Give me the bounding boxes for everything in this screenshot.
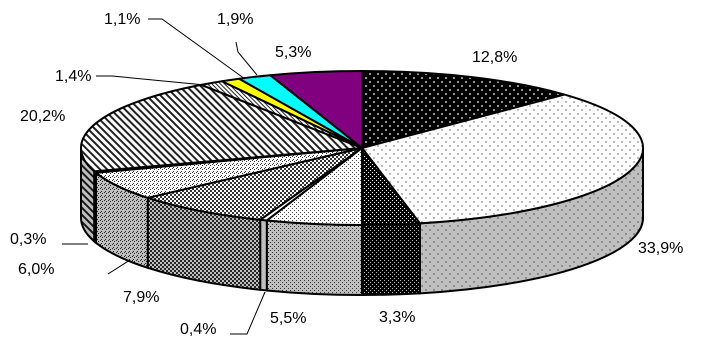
pie-side-shade-6 — [95, 172, 148, 268]
pie-side-shade-2 — [362, 223, 420, 295]
leader-line-4 — [230, 291, 266, 335]
leader-lines — [62, 18, 266, 335]
pie-slice-8 — [80, 83, 363, 173]
pie-slice-5 — [146, 147, 363, 221]
slice-label-3: 5,5% — [270, 310, 306, 327]
pie-slice-12 — [269, 70, 363, 149]
leader-line-10 — [148, 18, 246, 80]
slice-label-6: 6,0% — [18, 261, 54, 278]
slice-label-8: 20,2% — [20, 108, 65, 125]
pie-side-shade-3 — [266, 220, 362, 295]
slice-label-10: 1,1% — [104, 11, 140, 28]
pie-side-shade-8 — [81, 148, 95, 242]
pie-side-shade-4 — [260, 219, 267, 291]
leader-line-6 — [107, 259, 131, 275]
slice-label-12: 5,3% — [275, 44, 311, 61]
slice-label-2: 3,3% — [379, 309, 415, 326]
pie-side-shade-5 — [147, 197, 261, 290]
pie-tops — [80, 70, 644, 226]
slice-label-11: 1,9% — [217, 11, 253, 28]
pie-sides — [80, 147, 644, 297]
slice-label-5: 7,9% — [123, 289, 159, 306]
pie-slice-0 — [361, 70, 566, 149]
pie-side-shade-1 — [419, 148, 643, 294]
data-labels: 12,8% 33,9% 3,3% 5,5% 0,4% 7,9% 6,0% 0,3% 20,2% 1… — [10, 11, 683, 338]
slice-label-7: 0,3% — [10, 231, 46, 248]
pie-slice-1 — [361, 93, 644, 225]
slice-label-0: 12,8% — [472, 49, 517, 66]
slice-label-4: 0,4% — [180, 321, 216, 338]
leader-line-11 — [235, 41, 258, 76]
slice-label-9: 1,4% — [55, 68, 91, 85]
slice-label-1: 33,9% — [638, 240, 683, 257]
leader-line-9 — [96, 75, 206, 86]
